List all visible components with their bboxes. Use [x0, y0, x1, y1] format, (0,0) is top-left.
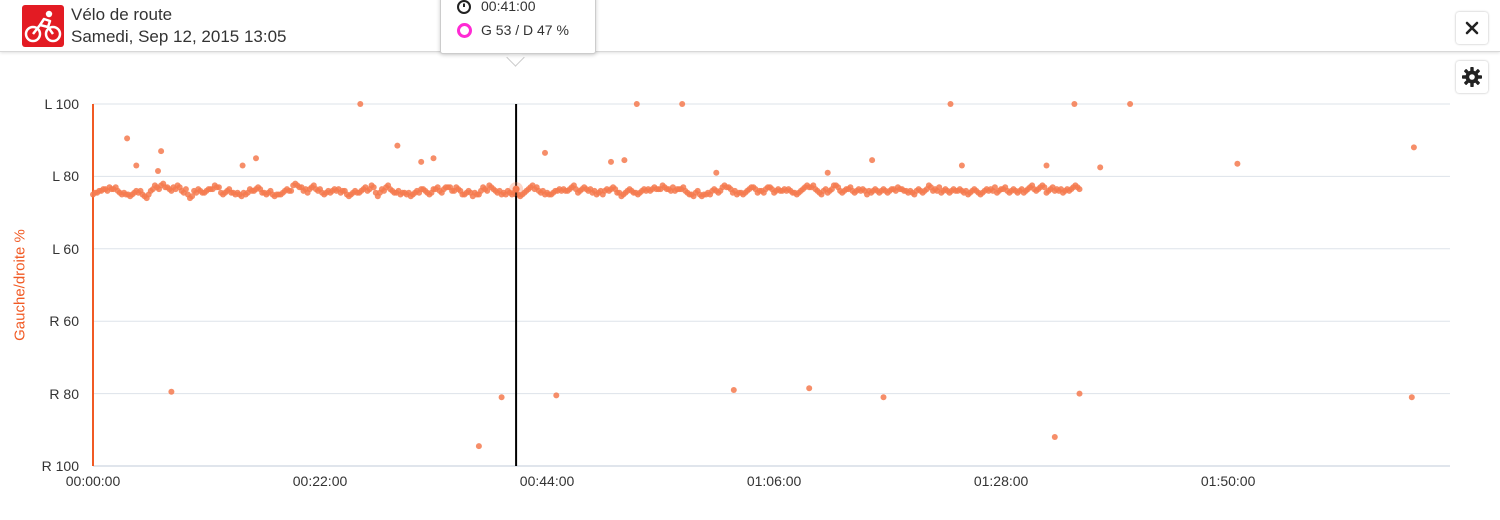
y-tick-label: R 80: [49, 385, 79, 402]
data-point: [239, 162, 246, 169]
x-tick-label: 01:28:00: [973, 473, 1029, 489]
data-point: [215, 184, 222, 191]
gear-icon: [1462, 67, 1482, 87]
data-point: [1076, 390, 1083, 397]
data-point: [991, 184, 998, 191]
data-point: [124, 135, 131, 142]
close-button[interactable]: [1456, 12, 1488, 44]
y-tick-label: R 100: [41, 458, 79, 474]
tooltip-balance-row: G 53 / D 47 %: [455, 21, 569, 39]
data-point: [1051, 434, 1058, 440]
data-point: [1076, 186, 1083, 193]
data-point: [869, 157, 876, 164]
ring-marker-icon: [455, 21, 473, 39]
data-point: [475, 443, 482, 450]
cursor-point: [512, 185, 520, 193]
y-tick-label: L 80: [52, 168, 79, 185]
data-point: [288, 187, 295, 194]
tooltip-balance: G 53 / D 47 %: [481, 22, 569, 38]
stopwatch-icon: [455, 0, 473, 15]
x-tick-label: 00:22:00: [292, 473, 348, 489]
data-point: [357, 101, 364, 107]
data-point: [182, 186, 189, 193]
data-point: [189, 193, 196, 200]
cycling-icon: [22, 5, 64, 47]
data-point: [1071, 101, 1078, 107]
data-point: [679, 101, 686, 107]
data-point: [1408, 394, 1415, 401]
data-point: [1097, 164, 1104, 171]
data-point: [158, 148, 165, 155]
data-point: [370, 184, 377, 191]
data-point: [713, 169, 720, 176]
data-point: [947, 101, 954, 107]
data-point: [553, 392, 560, 399]
data-point: [430, 155, 437, 162]
activity-date: Samedi, Sep 12, 2015 13:05: [71, 27, 287, 46]
x-tick-label: 00:44:00: [519, 473, 575, 489]
data-point: [633, 101, 640, 107]
activity-header: Vélo de route Samedi, Sep 12, 2015 13:05: [0, 0, 1500, 52]
data-point: [1043, 162, 1050, 169]
data-point: [542, 149, 548, 156]
tooltip-time-row: 00:41:00: [455, 0, 536, 15]
data-point: [880, 394, 887, 401]
data-point: [1041, 184, 1048, 191]
data-point: [498, 394, 505, 401]
x-tick-label: 00:00:00: [65, 473, 121, 489]
tooltip-time: 00:41:00: [481, 0, 536, 14]
data-point: [155, 168, 161, 174]
data-point: [168, 388, 175, 395]
y-tick-label: L 60: [52, 240, 79, 257]
activity-title: Vélo de route: [71, 5, 173, 24]
x-tick-label: 01:06:00: [746, 473, 802, 489]
y-tick-label: R 60: [49, 313, 79, 330]
data-point: [1234, 160, 1241, 167]
data-point: [1127, 101, 1134, 107]
data-point: [806, 385, 813, 392]
close-icon: [1465, 21, 1479, 35]
data-point: [958, 162, 965, 169]
y-tick-label: L 100: [44, 96, 79, 112]
data-point: [253, 155, 259, 162]
data-point: [484, 187, 491, 194]
data-point: [418, 158, 425, 165]
data-point: [936, 184, 943, 191]
data-point: [824, 169, 831, 176]
data-point: [621, 157, 628, 164]
x-tick-label: 01:50:00: [1200, 473, 1256, 489]
settings-button[interactable]: [1456, 61, 1488, 93]
data-point: [394, 142, 401, 149]
data-point: [1410, 144, 1417, 151]
data-point: [608, 158, 614, 165]
data-point: [730, 387, 737, 393]
data-point: [133, 162, 140, 169]
chart-tooltip: 00:41:00 G 53 / D 47 %: [440, 0, 596, 54]
